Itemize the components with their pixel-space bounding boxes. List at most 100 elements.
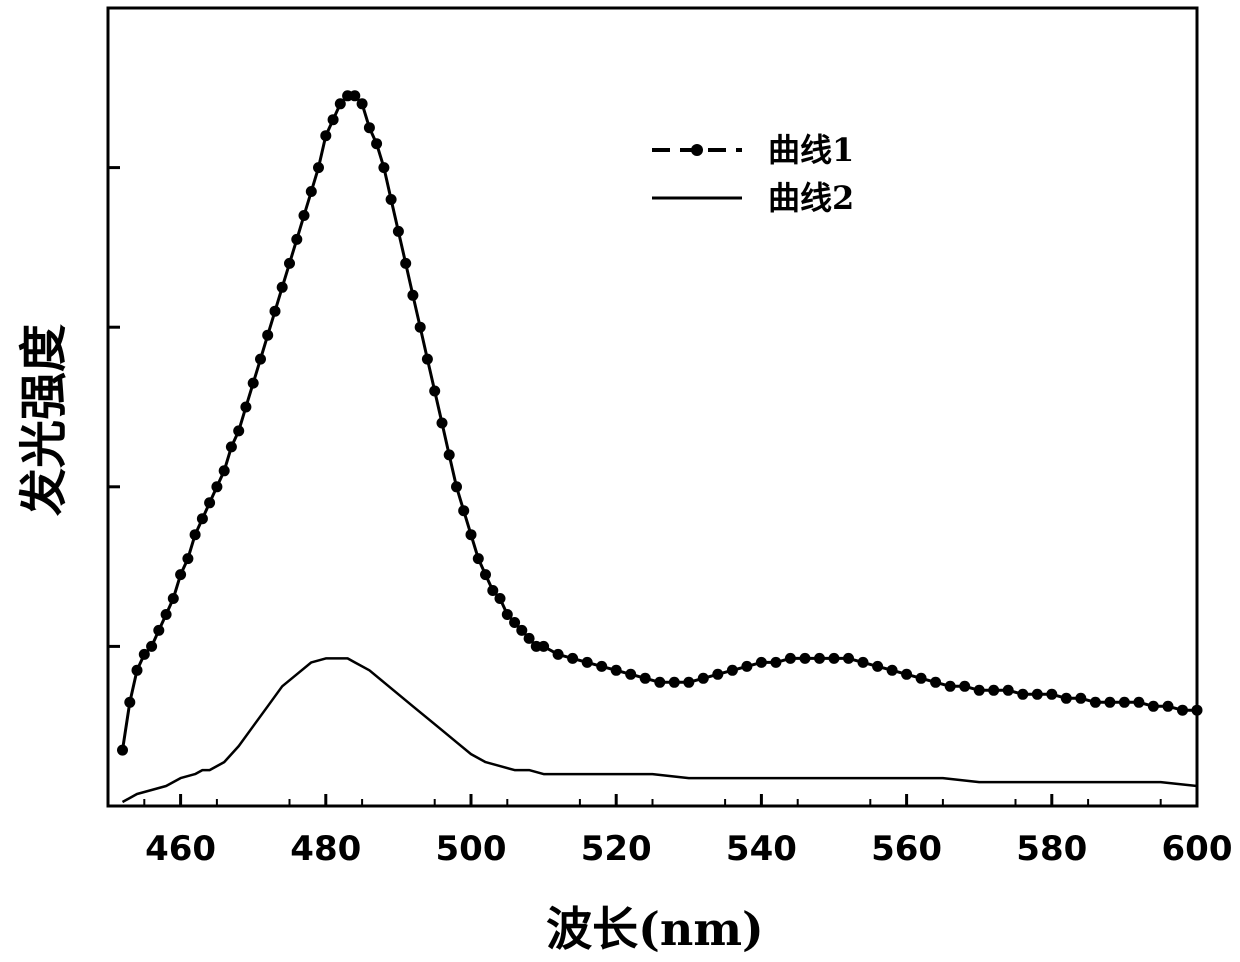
series-1-point — [204, 497, 215, 508]
series-1-point — [386, 194, 397, 205]
series-1-point — [161, 609, 172, 620]
series-1-point — [640, 673, 651, 684]
series-1-point — [306, 186, 317, 197]
series-1-point — [901, 669, 912, 680]
series-1-point — [495, 593, 506, 604]
series-1-point — [124, 697, 135, 708]
series-1 — [117, 90, 1203, 755]
series-1-point — [422, 354, 433, 365]
series-1-point — [596, 661, 607, 672]
series-1-point — [829, 653, 840, 664]
series-1-point — [117, 745, 128, 756]
series-1-point — [887, 665, 898, 676]
series-1-point — [611, 665, 622, 676]
series-1-point — [364, 122, 375, 133]
series-1-point — [567, 653, 578, 664]
series-1-point — [814, 653, 825, 664]
series-1-point — [582, 657, 593, 668]
series-1-point — [930, 677, 941, 688]
series-1-point — [1192, 705, 1203, 716]
series-1-point — [538, 641, 549, 652]
x-tick-label: 560 — [871, 829, 942, 869]
series-1-point — [872, 661, 883, 672]
series-1-point — [712, 669, 723, 680]
series-1-line — [123, 96, 1198, 750]
series-1-point — [698, 673, 709, 684]
series-1-point — [262, 330, 273, 341]
series-1-point — [291, 234, 302, 245]
series-1-point — [211, 481, 222, 492]
series-1-point — [320, 130, 331, 141]
series-1-point — [277, 282, 288, 293]
series-1-point — [226, 441, 237, 452]
series-1-point — [415, 322, 426, 333]
series-1-point — [625, 669, 636, 680]
series-1-point — [328, 114, 339, 125]
series-1-point — [255, 354, 266, 365]
series-1-point — [785, 653, 796, 664]
series-1-point — [1046, 689, 1057, 700]
legend: 曲线1 曲线2 — [652, 131, 854, 217]
series-1-point — [741, 661, 752, 672]
tick-layer: 460480500520540560580600 — [108, 8, 1232, 869]
series-1-point — [299, 210, 310, 221]
series-1-point — [654, 677, 665, 688]
series-1-point — [146, 641, 157, 652]
legend-marker-series-1 — [691, 144, 703, 156]
series-1-point — [451, 481, 462, 492]
y-axis-title: 发光强度 — [16, 324, 72, 516]
series-1-point — [248, 378, 259, 389]
series-1-point — [1032, 689, 1043, 700]
series-1-point — [1017, 689, 1028, 700]
series-1-point — [480, 569, 491, 580]
series-1-point — [988, 685, 999, 696]
series-1-point — [727, 665, 738, 676]
series-1-point — [175, 569, 186, 580]
series-1-point — [1177, 705, 1188, 716]
series-1-point — [858, 657, 869, 668]
series-1-point — [945, 681, 956, 692]
series-1-point — [371, 138, 382, 149]
series-1-point — [240, 402, 251, 413]
legend-label-series-1: 曲线1 — [768, 131, 854, 169]
series-1-point — [378, 162, 389, 173]
series-1-point — [444, 449, 455, 460]
x-tick-label: 500 — [436, 829, 507, 869]
series-1-point — [916, 673, 927, 684]
legend-item-series-2: 曲线2 — [652, 179, 854, 217]
x-tick-label: 580 — [1016, 829, 1087, 869]
series-1-point — [270, 306, 281, 317]
x-tick-label: 480 — [290, 829, 361, 869]
series-1-point — [1090, 697, 1101, 708]
series-1-point — [190, 529, 201, 540]
x-axis-title: 波长(nm) — [546, 902, 764, 956]
series-1-point — [1163, 701, 1174, 712]
series-1-point — [132, 665, 143, 676]
series-1-point — [458, 505, 469, 516]
series-1-point — [770, 657, 781, 668]
series-1-point — [393, 226, 404, 237]
series-1-point — [466, 529, 477, 540]
series-1-point — [153, 625, 164, 636]
series-1-point — [473, 553, 484, 564]
legend-label-series-2: 曲线2 — [768, 179, 854, 217]
series-1-point — [284, 258, 295, 269]
series-1-point — [1148, 701, 1159, 712]
series-1-point — [1003, 685, 1014, 696]
series-1-point — [683, 677, 694, 688]
series-1-point — [407, 290, 418, 301]
x-tick-label: 520 — [581, 829, 652, 869]
series-1-point — [959, 681, 970, 692]
series-1-point — [669, 677, 680, 688]
series-1-point — [553, 649, 564, 660]
series-1-point — [400, 258, 411, 269]
series-1-point — [429, 386, 440, 397]
series-1-point — [843, 653, 854, 664]
series-1-point — [756, 657, 767, 668]
series-1-point — [437, 418, 448, 429]
series-1-point — [1133, 697, 1144, 708]
series-1-point — [974, 685, 985, 696]
series-1-point — [219, 465, 230, 476]
x-tick-label: 460 — [145, 829, 216, 869]
